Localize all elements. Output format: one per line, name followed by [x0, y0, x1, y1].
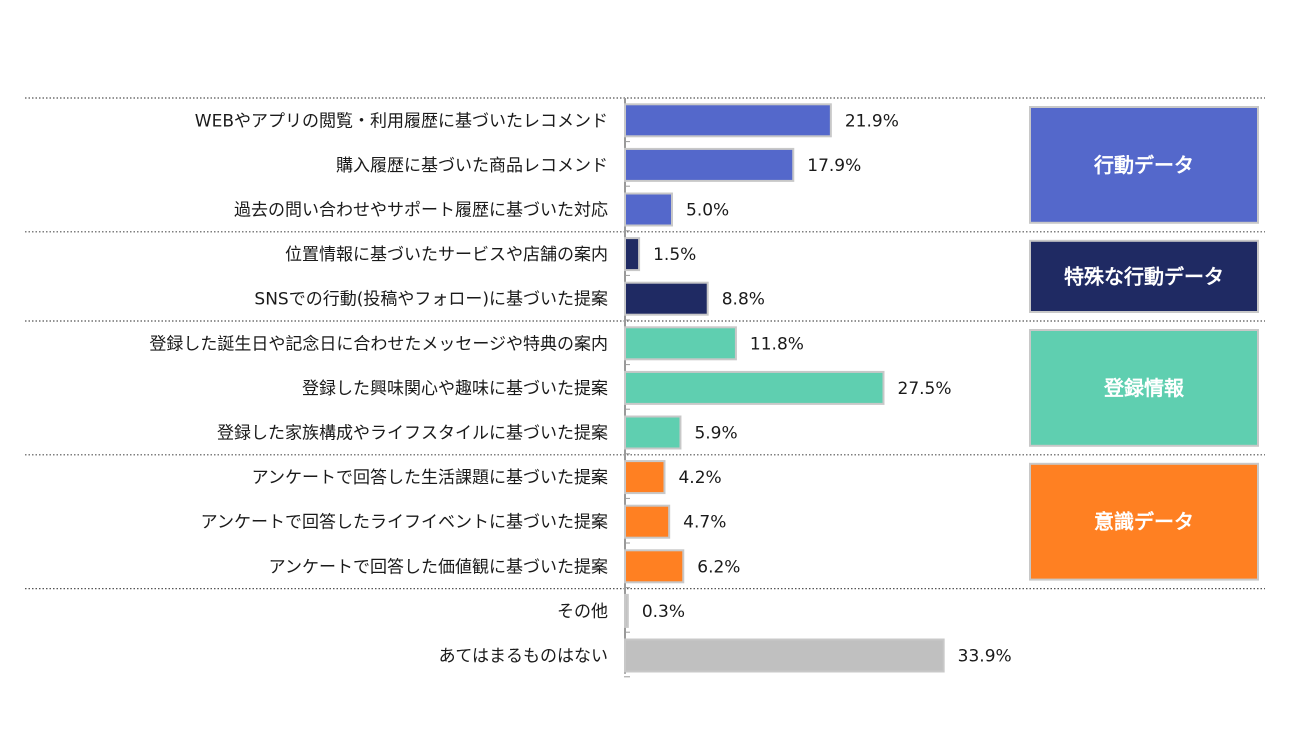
- group-legend-box: [1029, 106, 1259, 224]
- bar: [624, 281, 709, 316]
- group-legend-label: 意識データ: [1094, 510, 1194, 534]
- value-label: 11.8%: [750, 334, 804, 354]
- category-label: アンケートで回答した生活課題に基づいた提案: [252, 468, 608, 488]
- value-label: 27.5%: [898, 379, 952, 399]
- category-label: 登録した誕生日や記念日に合わせたメッセージや特典の案内: [149, 333, 608, 354]
- bar: [624, 460, 666, 495]
- bar: [624, 415, 682, 450]
- value-label: 6.2%: [697, 557, 740, 577]
- value-label: 21.9%: [845, 111, 899, 131]
- category-label: 位置情報に基づいたサービスや店舗の案内: [285, 245, 608, 265]
- bar: [624, 147, 795, 182]
- category-label: その他: [557, 602, 608, 622]
- bar: [624, 192, 673, 227]
- group-legend-label: 行動データ: [1093, 153, 1194, 177]
- bar: [624, 549, 685, 584]
- category-label: WEBやアプリの閲覧・利用履歴に基づいたレコメンド: [195, 111, 608, 131]
- value-label: 5.0%: [686, 201, 729, 221]
- category-label: 過去の問い合わせやサポート履歴に基づいた対応: [234, 201, 608, 221]
- value-label: 0.3%: [642, 602, 685, 622]
- group-legend-box: [1029, 329, 1259, 447]
- value-label: 8.8%: [722, 290, 765, 310]
- value-label: 33.9%: [958, 647, 1012, 667]
- bar: [624, 237, 641, 272]
- bar: [624, 638, 945, 673]
- bar: [624, 370, 885, 405]
- bar: [624, 326, 737, 361]
- category-label: 登録した家族構成やライフスタイルに基づいた提案: [217, 424, 608, 444]
- value-label: 5.9%: [694, 424, 737, 444]
- category-label: アンケートで回答したライフイベントに基づいた提案: [201, 513, 608, 533]
- group-legend-label: 登録情報: [1103, 376, 1185, 400]
- bar: [624, 103, 832, 138]
- category-label: アンケートで回答した価値観に基づいた提案: [269, 557, 608, 577]
- bar: [624, 504, 671, 539]
- category-label: あてはまるものはない: [439, 647, 608, 667]
- group-legend-label: 特殊な行動データ: [1064, 264, 1224, 288]
- bar: [624, 593, 629, 628]
- value-label: 17.9%: [807, 156, 861, 176]
- value-label: 4.2%: [678, 468, 721, 488]
- value-label: 4.7%: [683, 513, 726, 533]
- category-label: 登録した興味関心や趣味に基づいた提案: [302, 379, 608, 399]
- category-label: SNSでの行動(投稿やフォロー)に基づいた提案: [254, 290, 608, 310]
- value-label: 1.5%: [653, 245, 696, 265]
- group-legend-box: [1029, 239, 1259, 313]
- group-legend-box: [1029, 462, 1259, 581]
- category-label: 購入履歴に基づいた商品レコメンド: [336, 156, 608, 176]
